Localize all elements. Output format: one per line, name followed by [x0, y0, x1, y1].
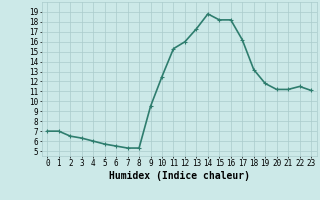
X-axis label: Humidex (Indice chaleur): Humidex (Indice chaleur) — [109, 171, 250, 181]
